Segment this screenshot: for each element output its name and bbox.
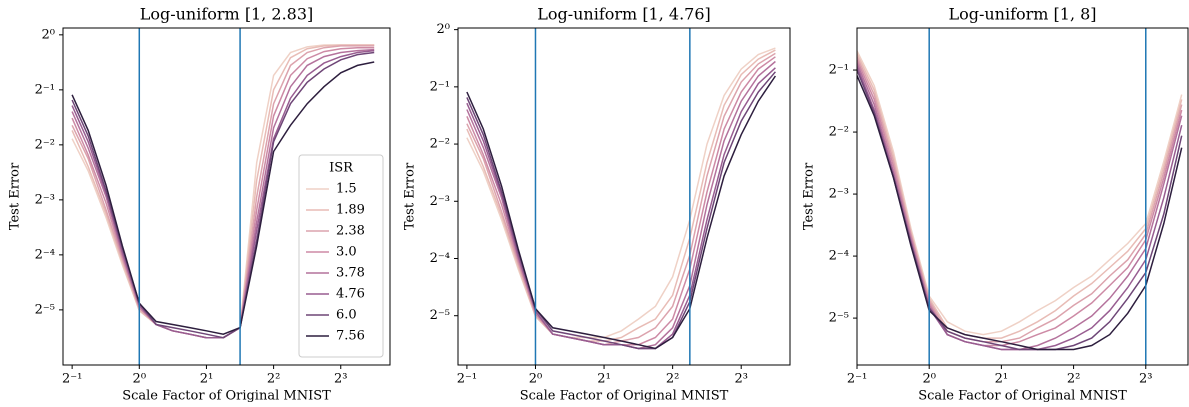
y-tick-label: 2⁻²: [35, 137, 55, 152]
axes-frame: [457, 27, 791, 366]
y-tick-label: 2⁻³: [430, 194, 450, 209]
y-axis-label: Test Error: [403, 162, 418, 230]
series-line: [857, 53, 1183, 339]
x-tick-label: 2³: [334, 372, 347, 387]
legend-label: 2.38: [336, 224, 365, 239]
x-axis-label: Scale Factor of Original MNIST: [918, 389, 1127, 404]
x-axis-label: Scale Factor of Original MNIST: [122, 389, 331, 404]
y-axis-label: Test Error: [802, 162, 817, 230]
y-tick-label: 2⁻¹: [829, 63, 849, 78]
y-tick-label: 2⁻⁴: [430, 251, 450, 266]
legend-box: [298, 154, 384, 358]
x-tick-label: 2⁻¹: [62, 372, 82, 387]
y-tick-label: 2⁻⁴: [35, 247, 55, 262]
x-tick-label: 2²: [267, 372, 280, 387]
y-tick-label: 2⁻⁵: [829, 311, 849, 326]
series-line: [857, 75, 1183, 351]
legend-label: 4.76: [336, 287, 365, 302]
panel: 2⁻¹ 2⁰ 2¹ 2² 2³ 2⁻¹ 2⁻² 2⁻³ 2⁻⁴ 2⁻⁵ Log-uniform [1…: [802, 5, 1189, 404]
series-line: [466, 67, 776, 350]
legend-label: 1.89: [336, 203, 365, 218]
y-tick-label: 2⁻¹: [430, 79, 450, 94]
y-tick-label: 2⁻²: [829, 125, 849, 140]
y-tick-label: 2⁻³: [829, 187, 849, 202]
series-line: [71, 61, 375, 335]
y-tick-label: 2⁰: [437, 22, 450, 37]
legend-title: ISR: [329, 161, 354, 176]
plot-area: [857, 28, 1183, 365]
x-tick-label: 2³: [1139, 372, 1152, 387]
legend-label: 3.78: [336, 266, 365, 281]
y-tick-label: 2⁻²: [430, 137, 450, 152]
x-tick-label: 2¹: [200, 372, 213, 387]
x-tick-label: 2²: [666, 372, 679, 387]
series-line: [466, 49, 776, 342]
chart-title: Log-uniform [1, 8]: [948, 5, 1096, 24]
series-line: [466, 56, 776, 346]
legend-label: 3.0: [336, 245, 357, 260]
axes-frame: [62, 27, 391, 366]
series-line: [857, 59, 1183, 347]
legend-label: 7.56: [336, 329, 365, 344]
x-tick-label: 2¹: [995, 372, 1008, 387]
y-tick-label: 2⁻¹: [35, 82, 55, 97]
axes-frame: [856, 27, 1189, 366]
chart-title: Log-uniform [1, 4.76]: [537, 5, 711, 24]
legend-label: 1.5: [336, 182, 357, 197]
x-tick-label: 2⁻¹: [457, 372, 477, 387]
y-tick-label: 2⁻⁵: [430, 308, 450, 323]
series-line: [466, 47, 776, 339]
x-tick-label: 2⁻¹: [847, 372, 867, 387]
plot-area: [466, 28, 777, 365]
legend-label: 6.0: [336, 308, 357, 323]
panel: 2⁻¹ 2⁰ 2¹ 2² 2³ 2⁰ 2⁻¹ 2⁻² 2⁻³ 2⁻⁴ 2⁻⁵ Log-uniform …: [403, 5, 791, 404]
y-axis-label: Test Error: [8, 162, 23, 230]
y-tick-label: 2⁻⁴: [829, 249, 849, 264]
x-tick-label: 2²: [1067, 372, 1080, 387]
series-line: [857, 56, 1183, 343]
plot-area: [71, 28, 375, 365]
series-line: [466, 75, 777, 350]
x-tick-label: 2⁰: [529, 372, 542, 387]
x-tick-label: 2³: [734, 372, 747, 387]
panel: 2⁻¹ 2⁰ 2¹ 2² 2³ 2⁰ 2⁻¹ 2⁻² 2⁻³ 2⁻⁴ 2⁻⁵ Log-uniform …: [8, 5, 391, 404]
y-tick-label: 2⁻³: [35, 192, 55, 207]
x-axis-label: Scale Factor of Original MNIST: [520, 389, 729, 404]
x-tick-label: 2⁰: [133, 372, 146, 387]
x-tick-label: 2¹: [597, 372, 610, 387]
x-tick-label: 2⁰: [922, 372, 935, 387]
chart-title: Log-uniform [1, 2.83]: [140, 5, 314, 24]
y-tick-label: 2⁻⁵: [35, 302, 55, 317]
series-line: [466, 71, 776, 350]
y-tick-label: 2⁰: [42, 27, 55, 42]
legend: ISR 1.5 1.89 2.38 3.0 3.78 4.76 6.0 7.56: [298, 154, 384, 358]
